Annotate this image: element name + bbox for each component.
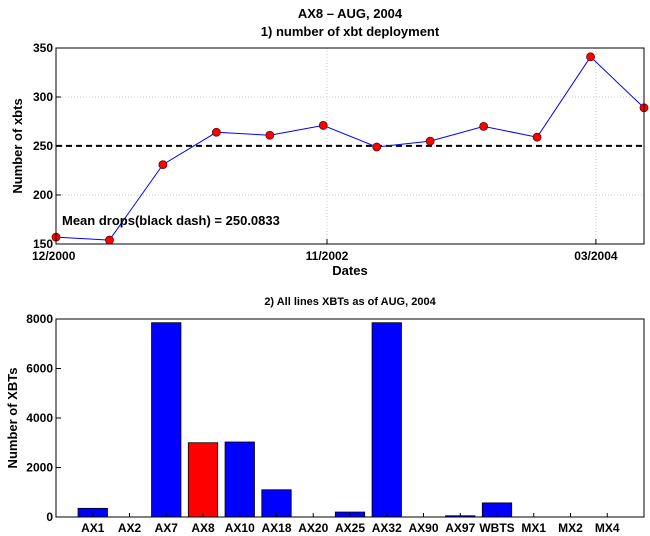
chart1-y-axis-label: Number of xbts [10, 98, 25, 193]
data-point [532, 132, 542, 142]
data-point [425, 136, 435, 146]
data-point [211, 127, 221, 137]
bar-ax18 [261, 489, 292, 518]
chart2-x-tick-label: AX20 [298, 521, 328, 535]
data-point [479, 122, 489, 131]
chart2-title: 2) All lines XBTs as of AUG, 2004 [264, 296, 436, 308]
chart2-y-tick-label: 0 [46, 510, 53, 524]
all-lines-bar-chart: 2) All lines XBTs as of AUG, 2004 0 2000 4… [5, 296, 645, 535]
deployment-line-chart: AX8 – AUG, 2004 1) number of xbt deploym… [10, 6, 649, 278]
chart1-x-axis-label: Dates [332, 263, 367, 278]
chart2-x-tick-label: AX90 [408, 521, 438, 535]
data-point [372, 142, 382, 152]
series-line-xbt-deployment [55, 56, 645, 241]
chart2-y-tick-label: 6000 [26, 362, 53, 376]
bar-ax10 [224, 441, 255, 518]
bar-ax8 [187, 442, 219, 518]
chart1-y-tick-label: 300 [33, 90, 53, 104]
chart2-x-tick-label: AX7 [155, 521, 179, 535]
data-point [105, 235, 114, 245]
chart2-x-tick-label: AX2 [118, 521, 142, 535]
chart2-x-tick-label: AX25 [335, 521, 365, 535]
data-point [158, 160, 168, 170]
chart2-x-tick-label: AX1 [81, 521, 105, 535]
chart2-y-tick-label: 8000 [26, 312, 53, 326]
data-point [265, 130, 275, 140]
chart1-x-tick-label: 12/2000 [32, 249, 76, 263]
chart1-y-tick-label: 200 [33, 188, 53, 202]
chart1-y-tick-label: 350 [33, 41, 53, 55]
chart2-x-tick-label: AX10 [225, 521, 255, 535]
data-point [318, 121, 328, 130]
mean-annotation: Mean drops(black dash) = 250.0833 [62, 213, 280, 228]
chart2-x-tick-label: MX2 [558, 521, 583, 535]
chart2-y-axis-label: Number of XBTs [5, 368, 20, 469]
chart2-x-tick-label: AX8 [191, 521, 215, 535]
chart2-y-tick-label: 2000 [26, 461, 53, 475]
chart1-y-tick-label: 250 [33, 139, 53, 153]
bar-ax7 [151, 322, 182, 518]
chart1-title: AX8 – AUG, 2004 [298, 6, 403, 21]
chart1-subtitle: 1) number of xbt deployment [261, 24, 440, 39]
chart2-y-tick-label: 4000 [26, 411, 53, 425]
chart1-x-tick-label: 11/2002 [306, 249, 349, 263]
chart2-x-tick-label: AX97 [445, 521, 475, 535]
chart2-x-tick-label: MX4 [595, 521, 620, 535]
chart2-x-tick-label: MX1 [521, 521, 546, 535]
chart1-plot-frame [55, 47, 645, 245]
chart2-x-tick-label: AX18 [261, 521, 291, 535]
chart2-plot-frame [55, 318, 645, 518]
data-point [586, 52, 595, 62]
chart2-x-tick-label: AX32 [372, 521, 402, 535]
bar-ax32 [371, 322, 402, 518]
chart1-y-tick-label: 150 [33, 237, 53, 251]
chart2-x-tick-label: WBTS [479, 521, 514, 535]
chart1-x-tick-label: 03/2004 [574, 249, 618, 263]
